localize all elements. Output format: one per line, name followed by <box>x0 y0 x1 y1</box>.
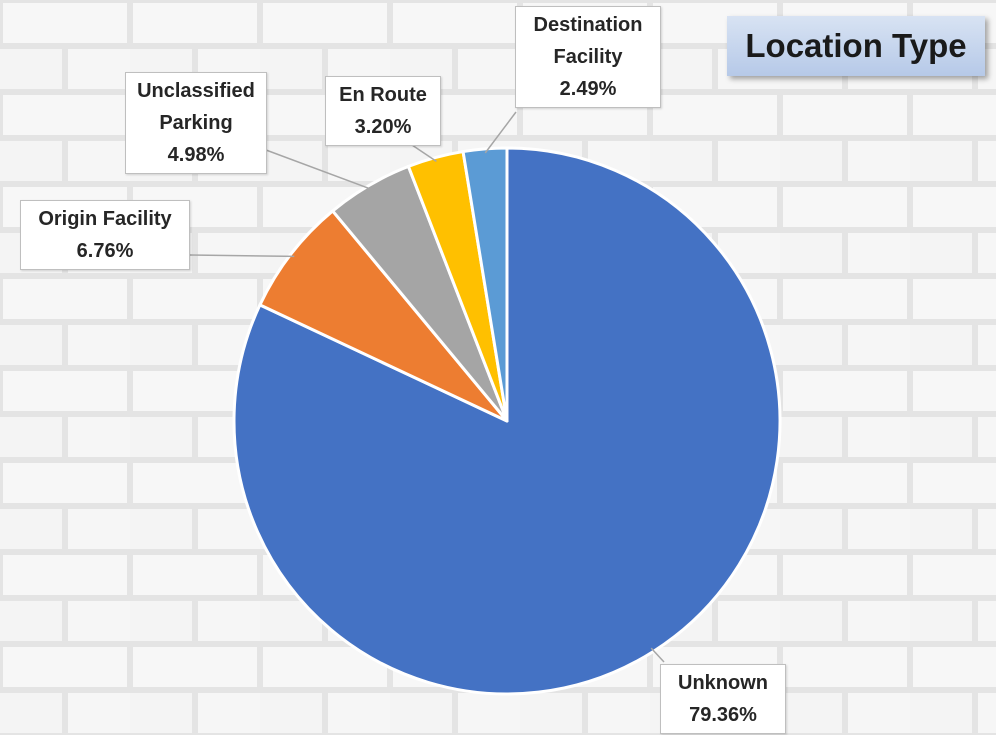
category-label: Destination Facility <box>533 14 643 68</box>
value-label: 4.98% <box>167 144 225 166</box>
leader-line <box>265 149 372 190</box>
data-label: Origin Facility 6.76% <box>20 200 190 270</box>
value-label: 79.36% <box>689 704 757 726</box>
chart-title: Location Type <box>727 16 985 76</box>
category-label: Unclassified Parking <box>137 80 255 134</box>
category-label: Origin Facility <box>38 208 172 230</box>
data-label: Unknown 79.36% <box>660 664 786 734</box>
value-label: 6.76% <box>76 240 134 262</box>
pie-slice <box>258 209 509 423</box>
leader-line <box>650 647 665 663</box>
data-label: En Route 3.20% <box>325 76 441 146</box>
pie-slice <box>461 146 509 423</box>
value-label: 3.20% <box>354 116 412 138</box>
value-label: 2.49% <box>559 78 617 100</box>
data-label: Destination Facility 2.49% <box>515 6 661 108</box>
pie <box>189 111 782 696</box>
leader-line <box>411 144 437 163</box>
leader-line <box>189 254 295 258</box>
leader-line <box>484 111 517 154</box>
data-label: Unclassified Parking 4.98% <box>125 72 267 174</box>
category-label: En Route <box>339 84 427 106</box>
category-label: Unknown <box>678 672 768 694</box>
